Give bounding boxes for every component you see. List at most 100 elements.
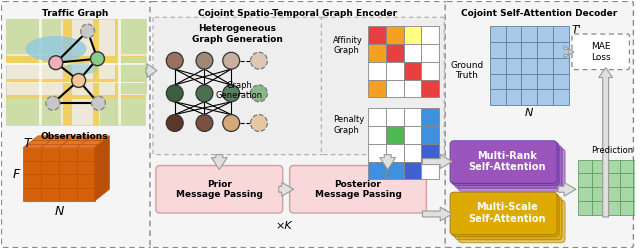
Text: Cojoint Self-Attention Decoder: Cojoint Self-Attention Decoder [461, 9, 618, 18]
Circle shape [46, 96, 60, 110]
FancyBboxPatch shape [156, 166, 283, 213]
Polygon shape [146, 64, 157, 77]
Bar [6, 98, 61, 125]
Bar [522, 89, 538, 105]
FancyBboxPatch shape [290, 166, 426, 213]
Circle shape [223, 52, 239, 69]
Bar [506, 73, 522, 89]
Bar [404, 126, 421, 144]
Bar [39, 19, 42, 125]
Bar [421, 62, 439, 79]
Bar [118, 19, 121, 125]
Bar [506, 42, 522, 58]
Bar [404, 79, 421, 97]
Bar [620, 174, 634, 187]
Bar [578, 187, 592, 201]
Text: N: N [54, 204, 63, 218]
Bar [634, 174, 640, 187]
Bar [368, 162, 386, 179]
Circle shape [92, 96, 106, 110]
Circle shape [49, 56, 63, 70]
Bar [620, 201, 634, 215]
Bar [592, 160, 605, 174]
Bar [421, 26, 439, 44]
Bar [605, 187, 620, 201]
FancyBboxPatch shape [153, 17, 323, 155]
Ellipse shape [63, 63, 98, 74]
Bar [421, 144, 439, 162]
Bar [386, 26, 404, 44]
Bar [578, 174, 592, 187]
Text: Multi-Scale
Self-Attention: Multi-Scale Self-Attention [468, 202, 545, 224]
Polygon shape [380, 155, 396, 170]
Bar [404, 26, 421, 44]
Bar [386, 162, 404, 179]
Bar [490, 73, 506, 89]
Text: F: F [13, 168, 20, 181]
Bar [93, 19, 99, 125]
FancyBboxPatch shape [1, 1, 151, 248]
Bar [404, 44, 421, 62]
Bar [538, 42, 553, 58]
Text: T: T [23, 137, 31, 150]
Polygon shape [279, 182, 294, 196]
Text: Graph
Generation: Graph Generation [216, 81, 262, 100]
Polygon shape [422, 155, 452, 169]
Bar [553, 42, 569, 58]
Circle shape [196, 52, 213, 69]
Bar [522, 42, 538, 58]
Bar [368, 79, 386, 97]
Ellipse shape [25, 36, 86, 62]
Bar [506, 58, 522, 73]
FancyBboxPatch shape [150, 1, 446, 248]
Bar [490, 89, 506, 105]
Bar [63, 19, 72, 125]
Bar [490, 26, 506, 42]
Bar [421, 126, 439, 144]
Text: Prediction: Prediction [591, 146, 634, 155]
Bar [117, 19, 147, 54]
Bar [368, 108, 386, 126]
FancyBboxPatch shape [458, 149, 565, 191]
FancyBboxPatch shape [321, 17, 444, 155]
FancyBboxPatch shape [455, 146, 562, 188]
FancyBboxPatch shape [450, 141, 557, 183]
Bar [578, 160, 592, 174]
Polygon shape [95, 136, 109, 201]
Bar [538, 58, 553, 73]
Circle shape [90, 52, 104, 66]
Bar [404, 108, 421, 126]
Bar [368, 44, 386, 62]
Bar [538, 26, 553, 42]
Bar [23, 148, 95, 201]
FancyBboxPatch shape [458, 200, 565, 243]
Bar [553, 26, 569, 42]
Circle shape [166, 115, 183, 131]
Bar [404, 62, 421, 79]
Bar [6, 82, 145, 83]
Circle shape [250, 115, 268, 131]
Bar [404, 162, 421, 179]
Bar [386, 62, 404, 79]
Polygon shape [23, 136, 109, 148]
Circle shape [250, 85, 268, 102]
Circle shape [72, 73, 86, 87]
Bar [592, 187, 605, 201]
Bar [117, 57, 147, 94]
Circle shape [196, 85, 213, 102]
Polygon shape [422, 207, 452, 221]
Polygon shape [558, 182, 576, 196]
Bar [386, 108, 404, 126]
Text: ×K: ×K [275, 221, 292, 231]
Bar [538, 89, 553, 105]
Bar [553, 89, 569, 105]
Bar [100, 98, 145, 125]
Text: Cojoint Spatio-Temporal Graph Encoder: Cojoint Spatio-Temporal Graph Encoder [198, 9, 397, 18]
Bar [386, 126, 404, 144]
Bar [6, 78, 145, 83]
FancyBboxPatch shape [455, 197, 562, 240]
Polygon shape [564, 46, 574, 58]
FancyBboxPatch shape [452, 194, 559, 237]
Bar [553, 73, 569, 89]
Bar [634, 201, 640, 215]
